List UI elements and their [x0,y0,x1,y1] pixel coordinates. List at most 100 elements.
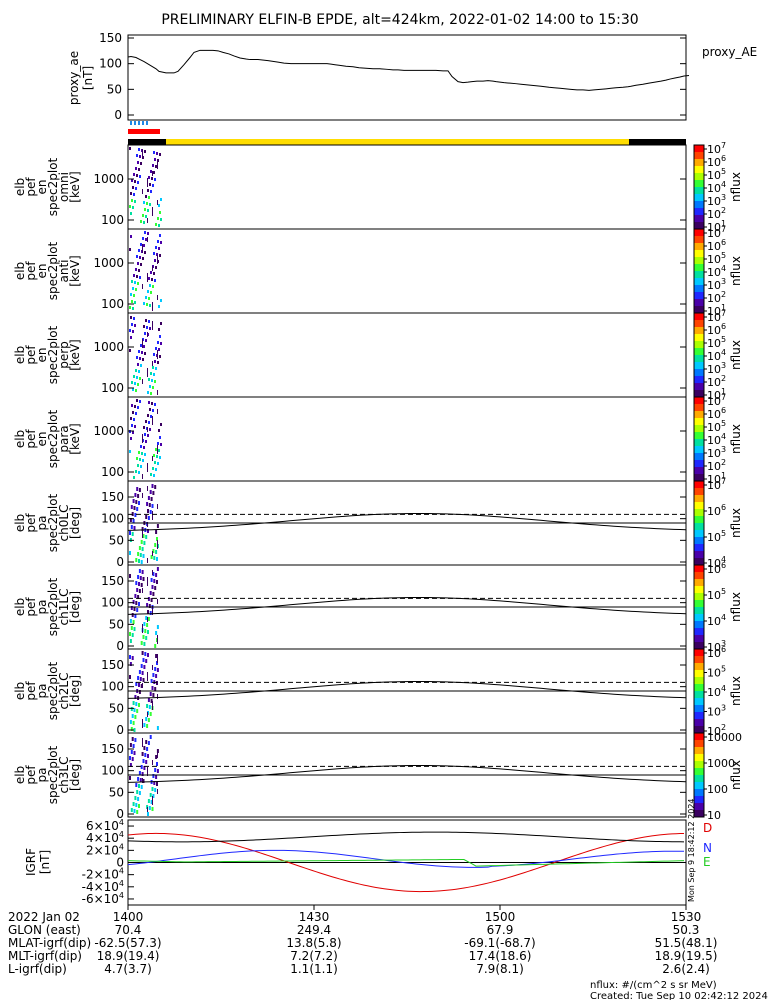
colorbar-segment [694,530,704,538]
spectrogram-pixel [133,708,136,712]
igrf-total-line [127,831,685,843]
colorbar-segment [694,236,704,244]
spectrogram-pixel [147,182,148,187]
spectrogram-pixel [145,215,147,218]
spectrogram-pixel [153,373,155,376]
spectrogram-pixel [147,577,148,582]
spectrogram-pixel [146,724,149,728]
spectrogram-pixel [132,721,135,725]
spectrogram-pixel [160,423,162,426]
spectrogram-pixel [154,687,157,691]
creation-side-stamp: Mon Sep 9 18:42:12 2024 [687,799,696,903]
spectrogram-pixel [150,372,152,375]
spectrogram-pixel [138,501,140,505]
spectrogram-pixel [131,613,134,617]
spectrogram-pixel [157,295,158,300]
spectrogram-pixel [136,356,138,359]
spectrogram-pixel [129,551,131,555]
igrf-n-line [127,849,685,868]
spectrogram-pixel [150,170,152,173]
colorbar-segment [694,481,704,489]
spectrogram-pixel [157,449,158,454]
spectrogram-pixel [159,211,161,214]
spec-ylabel-line: pa [35,600,49,615]
x-axis-table: 2022 Jan 02 GLON (east) MLAT-igrf(dip) M… [8,905,717,976]
spectrogram-pixel [137,777,140,781]
colorbar-tick-label: 103 [707,704,726,719]
spec-ytick-label: 100 [101,297,124,311]
spectrogram-pixel [152,184,154,187]
spec-ylabel-line: ch3LC [57,757,71,794]
spectrogram-pixel [157,350,158,355]
spectrogram-pixel [151,379,153,382]
colorbar-tick-label: 106 [707,645,726,660]
spec-ytick-label: 50 [109,701,124,715]
spectrogram-pixel [157,200,158,205]
spectrogram-pixel [157,599,158,604]
spectrogram-pixel [136,457,138,460]
colorbar-segment [694,656,704,664]
spectrogram-pixel [152,491,155,495]
spectrogram-pixel [143,325,145,328]
spectrogram-pixel [157,442,159,445]
spectrogram-pixel [157,240,159,243]
spectrogram-pixel [157,639,158,644]
spectrogram-pixel [138,791,141,795]
colorbar-segment [694,593,704,601]
colorbar-segment [694,187,704,195]
spectrogram-pixel [139,175,141,178]
spectrogram-pixel [142,588,143,593]
colorbar-segment [694,474,704,482]
spectrogram-pixel [140,162,142,165]
colorbar-label: nflux [729,172,743,202]
spectrogram-pixel [133,607,136,611]
spectrogram-pixel [145,420,147,423]
spectrogram-pixel [138,559,140,563]
spectrogram-pixel [158,204,160,207]
spectrogram-pixel [132,287,134,290]
spectrogram-pixel [155,165,157,168]
spectrogram-pixel [159,234,161,237]
colorbar-segment [694,712,704,720]
spectrogram-pixel [144,753,147,757]
spectrogram-pixel [131,280,133,283]
spectrogram-pixel [143,345,145,348]
spectrogram-pixel [151,278,153,281]
spectrogram-pixel [140,765,143,769]
spec-ylabel-line: [keV] [68,339,82,370]
spectrogram-pixel [147,232,149,235]
colorbar-segment [694,432,704,440]
spectrogram-pixel [142,759,145,763]
colorbar-label: nflux [729,676,743,706]
spectrogram-pixel [146,202,148,205]
spectrogram-pixel [142,779,145,783]
igrf-ytick-label: -2×104 [82,867,124,882]
spectrogram-pixel [148,297,150,300]
colorbar-tick-label: 105 [707,587,726,602]
colorbar-segment [694,614,704,622]
spectrogram-pixel [134,425,136,428]
spectrogram-pixel [154,788,157,792]
spectrogram-pixel [144,332,146,335]
spectrogram-pixel [130,626,133,630]
spectrogram-pixel [130,316,132,319]
spec-ylabel-line: elb [13,346,27,364]
spec-ylabel-line: [keV] [68,423,82,454]
spectrogram-pixel [159,456,161,459]
spectrogram-pixel [158,247,160,250]
spectrogram-pixel [152,693,155,697]
spectrogram-pixel [152,211,153,216]
spectrogram-pixel [142,635,145,639]
spectrogram-pixel [149,510,152,514]
xaxis-label-mlt: MLT-igrf(dip) [8,949,82,963]
spectrogram-pixel [143,723,146,727]
spectrogram-pixel [132,620,135,624]
spec-ylabel-line: spec2plot [46,493,60,552]
spectrogram-pixel [132,744,135,748]
spectrogram-pixel [138,569,141,573]
status-bar-black-left [128,139,166,145]
spectrogram-pixel [137,161,139,164]
